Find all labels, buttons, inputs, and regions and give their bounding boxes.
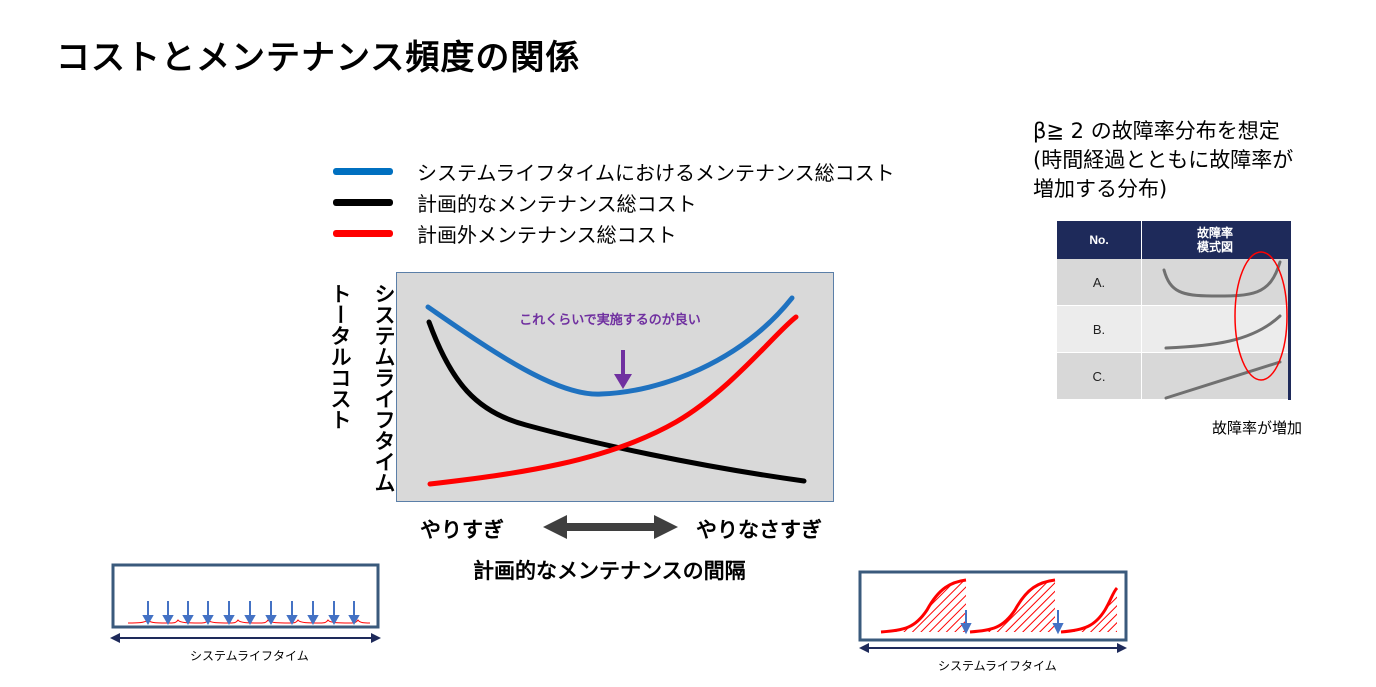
legend-item-unplanned: 計画外メンテナンス総コスト bbox=[333, 222, 677, 247]
lifetime-label-left: システムライフタイム bbox=[190, 649, 309, 663]
table-row: B. bbox=[1057, 305, 1291, 353]
left-arrowhead-icon bbox=[859, 643, 869, 653]
highlight-ellipse bbox=[1234, 251, 1288, 381]
legend-swatch-black bbox=[333, 198, 393, 206]
legend-swatch-blue bbox=[333, 167, 393, 175]
linear-curve bbox=[1164, 360, 1282, 400]
plot-area bbox=[396, 272, 834, 502]
x-axis-label: 計画的なメンテナンスの間隔 bbox=[473, 559, 746, 583]
failure-curve-2 bbox=[969, 578, 1056, 634]
row-no: C. bbox=[1057, 352, 1142, 400]
row-no: B. bbox=[1057, 305, 1142, 353]
failure-rate-table: No. 故障率 模式図 A. B. C. bbox=[1057, 221, 1291, 400]
legend-swatch-red bbox=[333, 229, 393, 237]
hatched-area bbox=[970, 580, 1055, 632]
total-cost-curve bbox=[425, 295, 795, 397]
optimum-annotation: これくらいで実施するのが良い bbox=[519, 312, 701, 328]
maintenance-arrows bbox=[142, 601, 360, 626]
unplanned-cost-curve bbox=[427, 314, 799, 487]
page-title: コストとメンテナンス頻度の関係 bbox=[56, 38, 581, 78]
cost-chart: これくらいで実施するのが良い bbox=[396, 272, 834, 502]
double-arrow-icon bbox=[543, 515, 678, 539]
row-no: A. bbox=[1057, 259, 1142, 306]
diagram-frame bbox=[111, 563, 380, 629]
increasing-curve bbox=[1164, 314, 1282, 350]
row-pattern bbox=[1141, 305, 1291, 353]
frequent-maintenance-diagram bbox=[110, 563, 381, 643]
hatched-area bbox=[881, 580, 966, 632]
bathtub-curve bbox=[1162, 260, 1282, 298]
y-axis-label: システムライフタイム トータルコスト bbox=[328, 283, 396, 493]
infrequent-maintenance-diagram bbox=[858, 570, 1128, 653]
table-row: C. bbox=[1057, 352, 1291, 400]
row-pattern bbox=[1141, 259, 1291, 306]
lifetime-label-right: システムライフタイム bbox=[938, 659, 1057, 673]
right-arrowhead-icon bbox=[371, 633, 381, 643]
planned-cost-curve bbox=[426, 319, 807, 484]
x-left-label: やりすぎ bbox=[420, 518, 504, 542]
row-pattern bbox=[1141, 352, 1291, 400]
optimum-arrow-head bbox=[614, 374, 632, 389]
failure-pattern-curves bbox=[1162, 251, 1288, 400]
hatched-area bbox=[1061, 588, 1117, 632]
legend-label: 計画的なメンテナンス総コスト bbox=[417, 191, 697, 216]
legend-item-planned: 計画的なメンテナンス総コスト bbox=[333, 191, 697, 216]
legend-item-total: システムライフタイムにおけるメンテナンス総コスト bbox=[333, 160, 895, 185]
table-caption: 故障率が増加 bbox=[1212, 419, 1303, 437]
x-right-label: やりなさすぎ bbox=[696, 518, 822, 542]
left-arrowhead-icon bbox=[110, 633, 120, 643]
maintenance-arrows bbox=[960, 610, 1064, 635]
distribution-note: β≧ 2 の故障率分布を想定 (時間経過とともに故障率が 増加する分布) bbox=[1033, 119, 1294, 201]
right-arrowhead-icon bbox=[1117, 643, 1127, 653]
column-header-no: No. bbox=[1057, 221, 1142, 259]
failure-curve-3 bbox=[1060, 586, 1119, 634]
legend-label: システムライフタイムにおけるメンテナンス総コスト bbox=[417, 160, 895, 185]
legend-label: 計画外メンテナンス総コスト bbox=[417, 222, 677, 247]
table-row: A. bbox=[1057, 259, 1291, 306]
failure-curve-small bbox=[127, 619, 371, 624]
failure-curve-1 bbox=[880, 578, 967, 634]
